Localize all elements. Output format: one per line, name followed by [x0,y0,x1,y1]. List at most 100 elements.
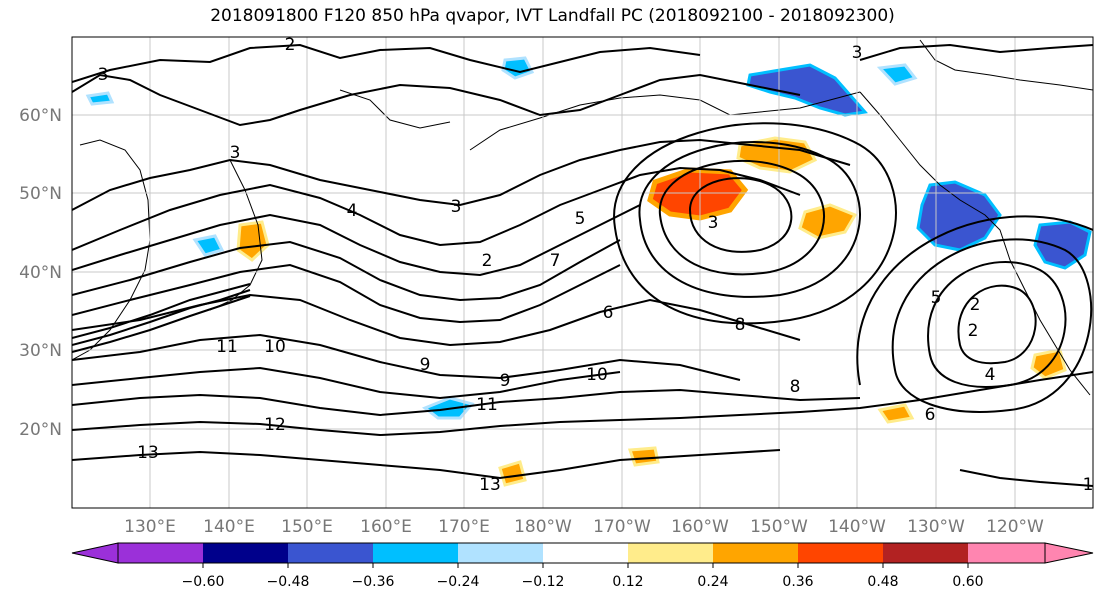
canada-negative-anomaly [876,63,918,86]
contour-4 [72,166,801,251]
lat-label-30n: 30°N [19,341,62,361]
contour-3-midlat [72,138,851,211]
colorbar-tick: 0.60 [952,574,983,590]
map-title: 2018091800 F120 850 hPa qvapor, IVT Land… [210,6,895,26]
japan-jet-core-3 [72,283,251,339]
colorbar-swatch [798,543,883,563]
gulf-low-ring-4 [613,122,897,325]
contour-label: 3 [98,65,109,85]
contour-label: 9 [420,355,431,375]
lon-label: 140°E [203,517,255,537]
lat-label-50n: 50°N [19,184,62,204]
lon-label: 170°E [438,517,490,537]
contour-3-north [72,73,801,127]
contour-label: 9 [500,371,511,391]
colorbar-swatch [288,543,373,563]
colorbar-tick: 0.36 [782,574,813,590]
contour-labels: 3 2 3 3 2 3 5 4 3 2 5 6 7 8 11 10 9 9 10… [98,35,1094,495]
lon-label: 180°W [514,517,572,537]
contour-11 [72,388,861,417]
colorbar-swatch [883,543,968,563]
bc-negative-anomaly [916,180,1002,252]
east-pacific-ring-1 [957,284,1037,365]
east-pacific-ring-2 [927,261,1067,388]
longitude-labels: 130°E 140°E 150°E 160°E 170°E 180°W 170°… [124,517,1044,537]
contour-12 [72,371,1093,437]
west-pacific-negative-anomaly [85,91,115,106]
lat-label-20n: 20°N [19,420,62,440]
contour-2-east [859,43,1093,61]
contour-label: 2 [970,295,981,315]
contour-label: 4 [347,201,358,221]
lat-label-60n: 60°N [19,106,62,126]
contour-label: 1 [1083,475,1094,495]
contour-9 [72,333,741,381]
contour-label: 8 [735,315,746,335]
contour-6 [72,239,621,302]
lon-label: 130°E [124,517,176,537]
colorbar-swatch [968,543,1045,563]
lon-label: 160°E [360,517,412,537]
lon-label: 140°W [828,517,886,537]
contour-label: 2 [285,35,296,55]
contour-label: 8 [790,377,801,397]
contour-label: 5 [931,288,942,308]
kamchatka-negative-anomaly [192,234,225,257]
gulf-low-ring-2 [658,159,825,276]
contour-label: 12 [264,415,286,435]
contour-label: 10 [586,365,608,385]
contour-label: 13 [479,475,501,495]
central-pacific-positive-anomaly [498,460,527,487]
contour-label: 2 [968,321,979,341]
contour-label: 6 [603,303,614,323]
gulf-positive-anomaly-south [798,203,858,240]
colorbar-swatch [713,543,798,563]
contour-label: 3 [708,213,719,233]
lon-label: 150°E [281,517,333,537]
east-pacific-ring-4 [856,215,1093,386]
lat-label-40n: 40°N [19,263,62,283]
lon-label: 170°W [593,517,651,537]
contour-5 [72,204,641,277]
contour-label: 3 [852,43,863,63]
lon-label: 150°W [750,517,808,537]
contour-13 [72,449,781,480]
contour-label: 11 [476,395,498,415]
ivt-contours [72,43,1093,487]
contour-label: 6 [925,405,936,425]
contour-label: 4 [985,365,996,385]
colorbar-tick: −0.48 [267,574,310,590]
lon-label: 120°W [986,517,1044,537]
east-pacific-ring-3 [891,238,1092,413]
contour-10 [72,366,621,400]
gulf-low-ring-1 [688,177,793,253]
colorbar-swatch [543,543,628,563]
contour-label: 3 [230,143,241,163]
colorbar-tick: 0.12 [612,574,643,590]
lon-label: 130°W [907,517,965,537]
colorbar-tick: −0.24 [437,574,480,590]
contour-label: 13 [137,443,159,463]
colorbar-tick: −0.36 [352,574,395,590]
lon-label: 160°W [671,517,729,537]
colorbar-extend-min [71,542,119,564]
latitude-labels: 60°N 50°N 40°N 30°N 20°N [19,106,62,440]
map-frame [71,36,1094,509]
colorbar-swatch [373,543,458,563]
hawaii-positive-anomaly [627,446,660,467]
contour-label: 7 [550,251,561,271]
colorbar-swatch [203,543,288,563]
colorbar-swatch [118,543,203,563]
colorbar-tick: 0.48 [867,574,898,590]
colorbar-extend-max [1044,542,1094,564]
contour-label: 10 [264,337,286,357]
contour-label: 3 [451,197,462,217]
japan-jet-core-1 [72,289,251,346]
contour-label: 11 [216,337,238,357]
contour-2-north [72,43,701,83]
colorbar-tick: −0.12 [522,574,565,590]
colorbar-swatch [628,543,713,563]
alaska-negative-anomaly [746,63,868,117]
contour-1-east [959,469,1093,487]
